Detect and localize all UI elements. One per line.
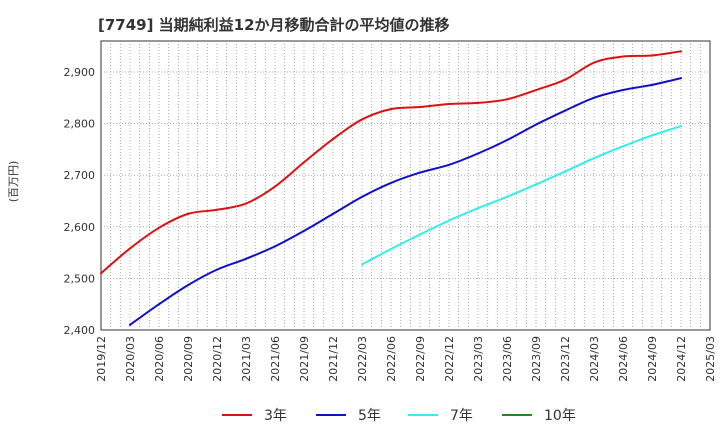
data-point-5年 bbox=[390, 181, 392, 184]
data-point-7年 bbox=[680, 125, 682, 128]
series-line-5年 bbox=[129, 77, 682, 326]
x-tick-label: 2021/03 bbox=[240, 336, 253, 382]
data-point-7年 bbox=[361, 263, 363, 266]
data-point-5年 bbox=[419, 171, 421, 174]
data-point-5年 bbox=[274, 245, 276, 248]
chart-title: [7749] 当期純利益12か月移動合計の平均値の推移 bbox=[98, 16, 450, 34]
data-point-3年 bbox=[448, 102, 450, 105]
data-point-7年 bbox=[506, 195, 508, 198]
data-point-5年 bbox=[216, 268, 218, 271]
data-point-3年 bbox=[477, 101, 479, 104]
x-tick-label: 2024/12 bbox=[675, 336, 688, 382]
y-axis-label: (百万円) bbox=[7, 161, 20, 203]
x-tick-label: 2020/09 bbox=[182, 336, 195, 382]
data-point-5年 bbox=[303, 229, 305, 232]
data-point-3年 bbox=[361, 118, 363, 121]
data-point-7年 bbox=[593, 157, 595, 160]
x-tick-label: 2024/09 bbox=[646, 336, 659, 382]
data-point-3年 bbox=[622, 55, 624, 58]
x-tick-label: 2024/06 bbox=[617, 336, 630, 382]
x-tick-label: 2020/06 bbox=[153, 336, 166, 382]
y-tick-label: 2,800 bbox=[64, 118, 96, 131]
data-point-5年 bbox=[332, 212, 334, 215]
x-tick-label: 2025/03 bbox=[704, 336, 717, 382]
data-point-5年 bbox=[158, 303, 160, 306]
y-tick-label: 2,500 bbox=[64, 272, 96, 285]
data-point-3年 bbox=[593, 61, 595, 64]
data-point-7年 bbox=[651, 134, 653, 137]
x-tick-label: 2022/03 bbox=[356, 336, 369, 382]
data-point-5年 bbox=[245, 257, 247, 260]
series-line-7年 bbox=[361, 125, 682, 266]
x-tick-label: 2022/09 bbox=[414, 336, 427, 382]
data-point-7年 bbox=[448, 219, 450, 222]
data-point-5年 bbox=[564, 109, 566, 112]
data-point-3年 bbox=[564, 78, 566, 81]
legend-label-5年: 5年 bbox=[358, 408, 381, 424]
data-point-3年 bbox=[680, 50, 682, 53]
data-point-5年 bbox=[448, 163, 450, 166]
x-tick-label: 2019/12 bbox=[95, 336, 108, 382]
data-point-3年 bbox=[129, 247, 131, 250]
x-tick-label: 2021/06 bbox=[269, 336, 282, 382]
data-point-7年 bbox=[535, 183, 537, 186]
data-point-5年 bbox=[187, 284, 189, 287]
data-point-7年 bbox=[622, 145, 624, 148]
legend-label-7年: 7年 bbox=[450, 408, 473, 424]
data-point-3年 bbox=[100, 272, 102, 275]
x-tick-label: 2021/12 bbox=[327, 336, 340, 382]
data-point-3年 bbox=[390, 108, 392, 111]
legend-label-3年: 3年 bbox=[264, 408, 287, 424]
x-tick-label: 2024/03 bbox=[588, 336, 601, 382]
data-point-7年 bbox=[390, 247, 392, 250]
data-point-3年 bbox=[245, 202, 247, 205]
data-point-3年 bbox=[303, 161, 305, 164]
data-point-3年 bbox=[274, 185, 276, 188]
data-point-5年 bbox=[651, 83, 653, 86]
legend-label-10年: 10年 bbox=[544, 408, 576, 424]
data-point-5年 bbox=[477, 152, 479, 155]
x-tick-label: 2023/09 bbox=[530, 336, 543, 382]
data-point-5年 bbox=[622, 89, 624, 92]
data-point-5年 bbox=[361, 195, 363, 198]
x-tick-label: 2020/12 bbox=[211, 336, 224, 382]
data-point-3年 bbox=[187, 212, 189, 215]
plot-area bbox=[100, 40, 711, 331]
y-tick-label: 2,900 bbox=[64, 66, 96, 79]
x-tick-label: 2020/03 bbox=[124, 336, 137, 382]
x-tick-label: 2022/06 bbox=[385, 336, 398, 382]
data-point-3年 bbox=[419, 106, 421, 109]
x-tick-label: 2022/12 bbox=[443, 336, 456, 382]
data-point-3年 bbox=[216, 208, 218, 211]
x-tick-label: 2023/12 bbox=[559, 336, 572, 382]
y-tick-label: 2,400 bbox=[64, 324, 96, 337]
data-point-7年 bbox=[477, 207, 479, 210]
data-point-7年 bbox=[419, 233, 421, 236]
data-point-5年 bbox=[506, 139, 508, 142]
data-point-3年 bbox=[535, 89, 537, 92]
x-tick-label: 2021/09 bbox=[298, 336, 311, 382]
data-point-3年 bbox=[332, 138, 334, 141]
data-point-5年 bbox=[680, 77, 682, 80]
y-tick-label: 2,700 bbox=[64, 169, 96, 182]
y-tick-label: 2,600 bbox=[64, 221, 96, 234]
data-point-3年 bbox=[651, 54, 653, 57]
data-point-3年 bbox=[158, 226, 160, 229]
data-point-7年 bbox=[564, 170, 566, 173]
x-tick-label: 2023/03 bbox=[472, 336, 485, 382]
x-tick-label: 2023/06 bbox=[501, 336, 514, 382]
data-point-3年 bbox=[506, 98, 508, 101]
data-point-5年 bbox=[535, 123, 537, 126]
data-point-5年 bbox=[593, 96, 595, 99]
data-point-5年 bbox=[129, 323, 131, 326]
